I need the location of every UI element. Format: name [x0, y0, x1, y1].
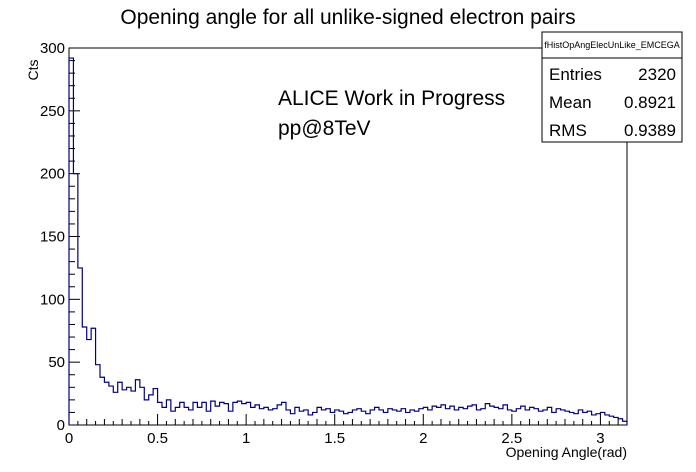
- stats-rms-label: RMS: [549, 121, 587, 140]
- chart-title: Opening angle for all unlike-signed elec…: [120, 6, 575, 29]
- y-tick-label: 300: [40, 40, 65, 57]
- histogram-series-line: [68, 57, 628, 425]
- x-tick-label: 1.5: [324, 430, 345, 447]
- x-tick-label: 2: [419, 430, 427, 447]
- y-tick-label: 150: [40, 229, 65, 246]
- x-tick-label: 0: [65, 430, 73, 447]
- stats-box-frame: [541, 31, 683, 143]
- y-tick-label: 250: [40, 103, 65, 120]
- x-tick-label: 3: [596, 430, 604, 447]
- y-tick-label: 200: [40, 166, 65, 183]
- stats-mean-label: Mean: [549, 93, 592, 112]
- annotation-alice: ALICE Work in Progress: [278, 87, 505, 110]
- annotation-energy: pp@8TeV: [278, 117, 371, 140]
- x-tick-label: 1: [242, 430, 250, 447]
- stats-box: fHistOpAngElecUnLike_EMCEGA Entries 2320…: [541, 31, 683, 143]
- stats-rms-value: 0.9389: [624, 121, 676, 140]
- y-tick-label: 50: [48, 354, 65, 371]
- y-tick-labels: 0 50 100 150 200 250 300: [40, 40, 65, 434]
- y-tick-label: 0: [57, 417, 65, 434]
- x-tick-labels: 0 0.5 1 1.5 2 2.5 3: [65, 430, 605, 447]
- y-axis-label: Cts: [25, 60, 41, 81]
- stats-box-name: fHistOpAngElecUnLike_EMCEGA: [544, 40, 680, 50]
- stats-entries-value: 2320: [638, 65, 676, 84]
- x-axis: [68, 414, 628, 425]
- x-tick-label: 2.5: [501, 430, 522, 447]
- stats-mean-value: 0.8921: [624, 93, 676, 112]
- x-axis-label: Opening Angle(rad): [506, 444, 627, 460]
- x-tick-label: 0.5: [147, 430, 168, 447]
- y-axis: [69, 47, 80, 426]
- y-tick-label: 100: [40, 291, 65, 308]
- stats-entries-label: Entries: [549, 65, 602, 84]
